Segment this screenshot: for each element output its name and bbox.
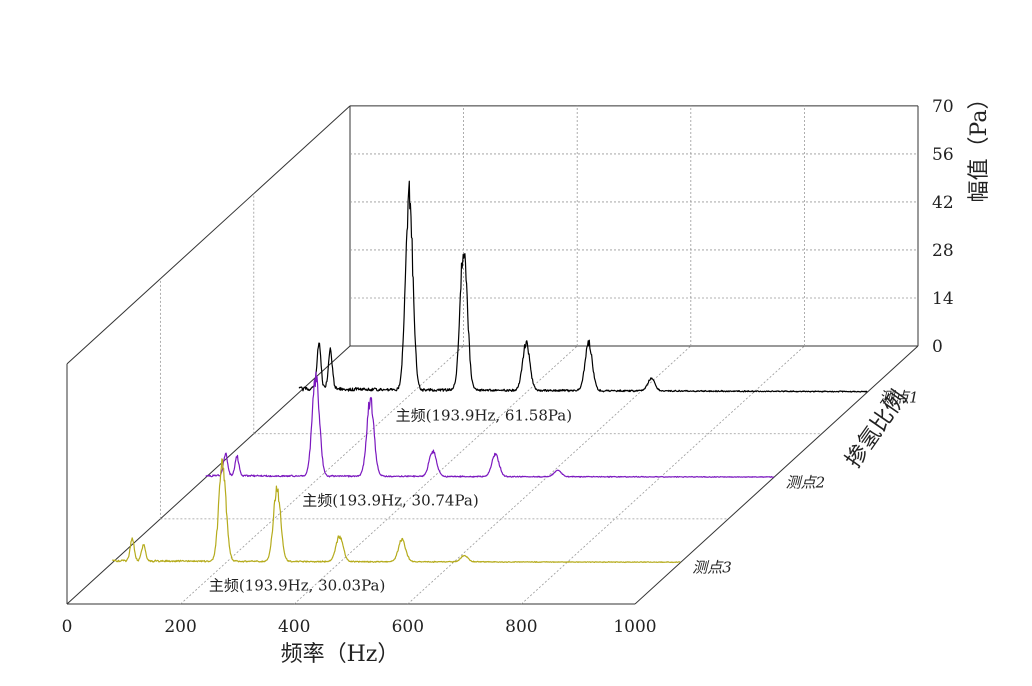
- series-name-label: 测点3: [692, 559, 732, 577]
- series-name-label: 测点2: [786, 474, 826, 492]
- x-grid-line-floor: [407, 345, 692, 605]
- x-tick-label: 600: [392, 617, 424, 637]
- x-tick-label: 800: [505, 617, 537, 637]
- z-tick-label: 14: [932, 289, 954, 309]
- z-tick-label: 28: [932, 241, 954, 261]
- frame-edge: [634, 345, 919, 605]
- x-grid-line-floor: [293, 345, 578, 605]
- series-layer: [111, 180, 868, 564]
- frame-edge: [66, 105, 351, 365]
- chart-frame: [66, 105, 919, 605]
- x-axis-title: 频率（Hz）: [281, 642, 400, 667]
- grid-lines: [159, 105, 918, 605]
- x-tick-label: 200: [164, 617, 196, 637]
- z-tick-label: 70: [932, 97, 954, 117]
- peak-annotation: 主频(193.9Hz, 61.58Pa): [396, 406, 572, 424]
- z-axis-title: 幅值（Pa）: [967, 88, 992, 203]
- x-grid-line-floor: [180, 345, 464, 605]
- series-line-1: [298, 180, 868, 393]
- x-tick-label: 400: [278, 617, 310, 637]
- series-name-label: 测点1: [879, 388, 919, 406]
- x-tick-label: 0: [62, 617, 73, 637]
- series-line-2: [205, 371, 775, 478]
- z-tick-label: 42: [932, 193, 954, 213]
- peak-annotation: 主频(193.9Hz, 30.03Pa): [209, 577, 385, 595]
- labels-layer: 0 200 400 600 800 1000 0 14 28 42 56 70 主频(193.9Hz, …: [62, 97, 954, 637]
- x-tick-label: 1000: [613, 617, 656, 637]
- series-line-3: [111, 458, 681, 564]
- y-axis-title: 掺氢比例: [841, 386, 912, 472]
- z-tick-label: 56: [932, 145, 954, 165]
- peak-annotation: 主频(193.9Hz, 30.74Pa): [302, 492, 478, 510]
- z-tick-label: 0: [932, 337, 943, 357]
